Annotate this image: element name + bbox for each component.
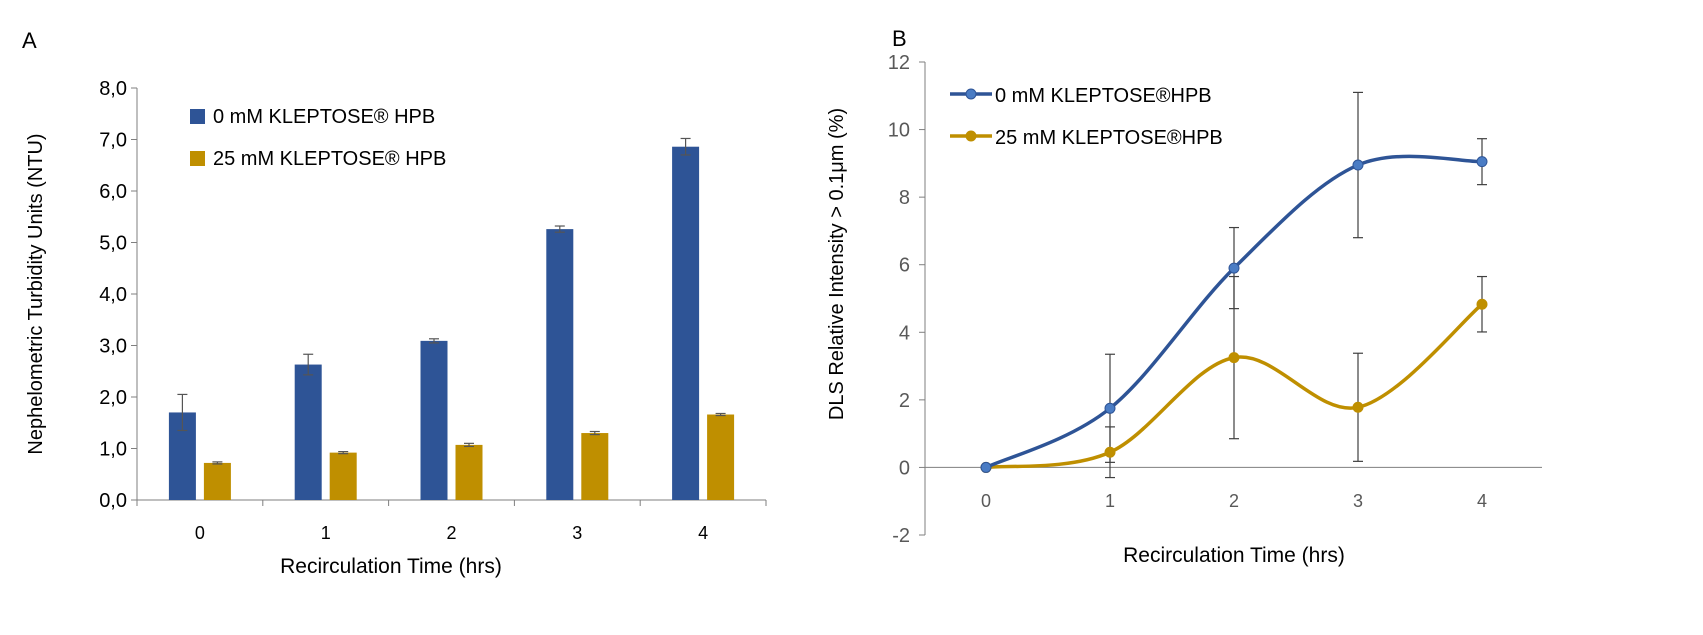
y-tick-label: -2: [892, 525, 910, 547]
x-tick-label: 4: [1477, 491, 1487, 511]
y-tick-label: 5,0: [99, 233, 127, 255]
bar: [294, 364, 322, 500]
y-tick-label: 4: [899, 322, 910, 344]
x-tick-label: 3: [1353, 491, 1363, 511]
legend-label: 0 mM KLEPTOSE® HPB: [213, 106, 435, 128]
y-tick-label: 4,0: [99, 284, 127, 306]
data-point: [1352, 401, 1364, 413]
x-tick-label: 1: [1105, 491, 1115, 511]
x-axis-title: Recirculation Time (hrs): [280, 555, 502, 578]
y-tick-label: 0,0: [99, 490, 127, 512]
x-tick-label: 2: [446, 523, 456, 543]
data-point: [1476, 298, 1488, 310]
y-tick-label: 2: [899, 390, 910, 412]
y-tick-label: 0: [899, 457, 910, 479]
x-tick-label: 2: [1229, 491, 1239, 511]
bar: [546, 229, 574, 501]
x-tick-label: 0: [981, 491, 991, 511]
bar: [455, 444, 483, 500]
x-tick-label: 1: [321, 523, 331, 543]
y-tick-label: 12: [888, 52, 910, 74]
y-tick-label: 2,0: [99, 387, 127, 409]
legend-label: 25 mM KLEPTOSE® HPB: [213, 148, 446, 170]
y-tick-label: 1,0: [99, 439, 127, 461]
bar: [707, 414, 735, 500]
data-point: [1352, 159, 1364, 171]
x-tick-label: 3: [572, 523, 582, 543]
data-point: [1228, 352, 1240, 364]
legend-swatch: [190, 151, 205, 166]
legend-label: 25 mM KLEPTOSE®HPB: [995, 127, 1223, 149]
legend-marker: [965, 130, 977, 142]
legend-swatch: [190, 109, 205, 124]
x-tick-label: 0: [195, 523, 205, 543]
y-axis-title: DLS Relative Intensity > 0.1μm (%): [826, 108, 848, 420]
panel-label-a: A: [22, 28, 37, 53]
y-tick-label: 6,0: [99, 181, 127, 203]
data-point: [980, 461, 992, 473]
data-point: [1228, 262, 1240, 274]
bar: [672, 146, 700, 500]
bar: [581, 433, 609, 500]
legend-label: 0 mM KLEPTOSE®HPB: [995, 85, 1212, 107]
data-point: [1104, 402, 1116, 414]
x-axis-title: Recirculation Time (hrs): [1123, 544, 1345, 567]
bar: [420, 340, 448, 500]
x-tick-label: 4: [698, 523, 708, 543]
bar: [329, 452, 357, 500]
data-point: [1104, 446, 1116, 458]
data-point: [1476, 156, 1488, 168]
y-tick-label: 6: [899, 255, 910, 277]
y-tick-label: 7,0: [99, 130, 127, 152]
y-tick-label: 10: [888, 120, 910, 142]
bar: [203, 462, 231, 500]
y-axis-title: Nephelometric Turbidity Units (NTU): [25, 133, 47, 454]
y-tick-label: 8: [899, 187, 910, 209]
panel-label-b: B: [892, 26, 907, 51]
legend-marker: [965, 88, 977, 100]
y-tick-label: 8,0: [99, 78, 127, 100]
y-tick-label: 3,0: [99, 336, 127, 358]
